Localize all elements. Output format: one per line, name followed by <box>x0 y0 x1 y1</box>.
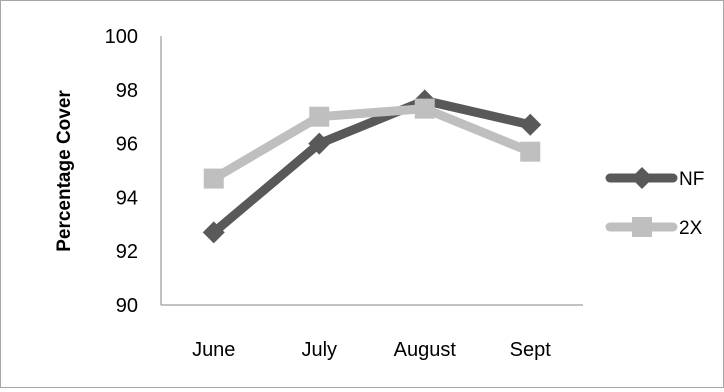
data-point-2x <box>309 106 330 127</box>
y-tick-label: 100 <box>105 26 138 48</box>
data-point-nf <box>308 132 331 155</box>
y-tick-label: 96 <box>116 134 138 156</box>
data-point-nf <box>202 221 225 244</box>
x-tick-label: August <box>394 339 457 361</box>
data-point-nf <box>519 113 542 136</box>
y-tick-labels: 90 92 94 96 98 100 <box>105 26 138 317</box>
series-layer <box>202 89 542 244</box>
y-tick-label: 94 <box>116 187 138 209</box>
data-point-2x <box>520 141 541 162</box>
legend-swatch-marker <box>631 167 653 189</box>
x-tick-label: July <box>301 339 337 361</box>
y-tick-label: 98 <box>116 80 138 102</box>
y-tick-label: 92 <box>116 241 138 263</box>
axes <box>160 36 583 306</box>
y-tick-label: 90 <box>116 295 138 317</box>
legend-label: NF <box>679 169 704 190</box>
series-2x <box>203 98 541 189</box>
legend-item-nf: NF <box>605 167 704 190</box>
x-tick-label: June <box>192 339 235 361</box>
data-point-2x <box>414 98 435 119</box>
series-line-2x <box>209 104 535 184</box>
series-line-nf <box>209 96 535 237</box>
legend-swatch-marker <box>632 217 652 237</box>
legend-label: 2X <box>679 218 703 239</box>
data-point-2x <box>203 168 224 189</box>
series-nf <box>202 89 542 244</box>
y-axis-title: Percentage Cover <box>54 90 75 252</box>
x-tick-labels: June July August Sept <box>192 339 551 361</box>
legend-item-2x: 2X <box>605 217 703 239</box>
x-tick-label: Sept <box>510 339 552 361</box>
legend: NF 2X <box>605 167 704 239</box>
